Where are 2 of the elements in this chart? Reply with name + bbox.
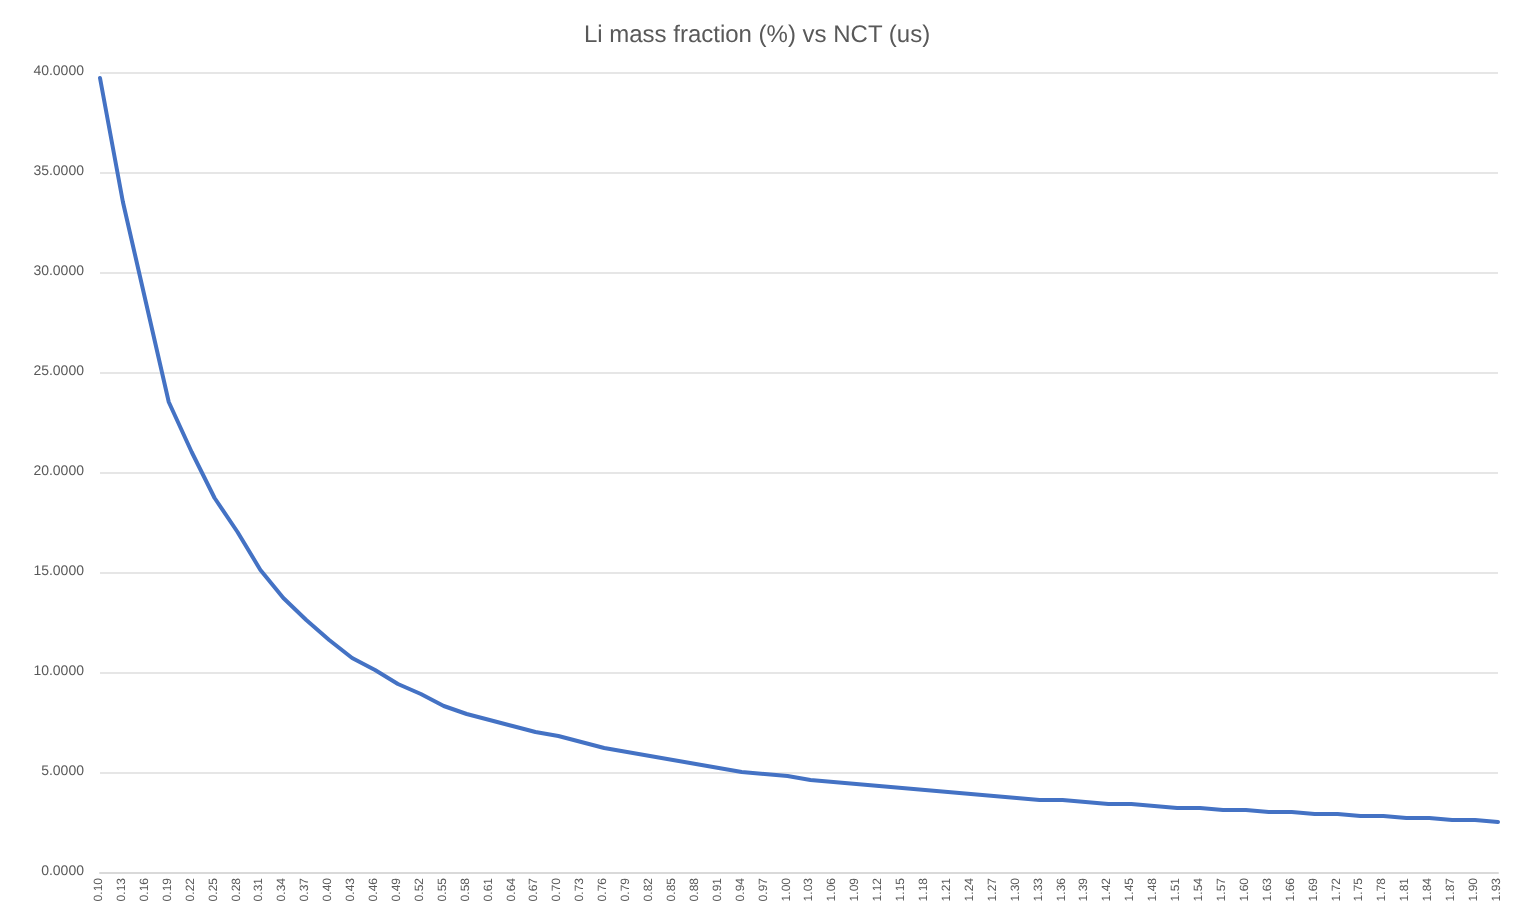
line-series: [98, 76, 1500, 824]
chart-title: Li mass fraction (%) vs NCT (us): [583, 20, 931, 48]
